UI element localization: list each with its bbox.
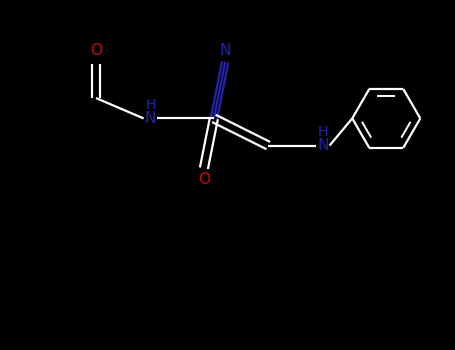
- Text: N: N: [317, 138, 329, 153]
- Text: O: O: [198, 172, 210, 187]
- Text: H: H: [318, 125, 328, 139]
- Text: H: H: [145, 98, 156, 112]
- Text: O: O: [90, 43, 102, 58]
- Text: N: N: [220, 43, 231, 58]
- Text: N: N: [145, 111, 156, 126]
